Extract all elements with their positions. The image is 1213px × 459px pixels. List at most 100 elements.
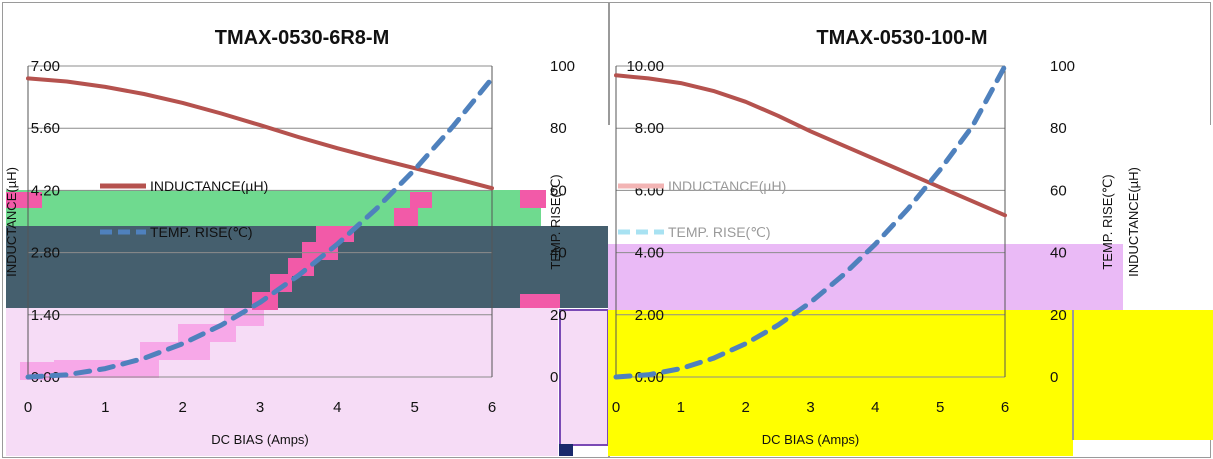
y-right-tick-label: 40: [550, 245, 567, 262]
inductance-point: [680, 82, 682, 84]
inductance-point: [972, 200, 974, 202]
legend-inductance-label: INDUCTANCE(µH): [150, 178, 268, 194]
y-right-tick-label: 80: [550, 120, 567, 137]
y-right-tick-label: 20: [1050, 307, 1067, 324]
x-tick-label: 0: [24, 399, 32, 416]
y-left-tick-label: 8.00: [635, 120, 664, 137]
y-left-tick-label: 4.20: [31, 182, 60, 199]
inductance-point: [337, 147, 339, 149]
chart-title: TMAX-0530-100-M: [816, 27, 987, 49]
x-axis-label: DC BIAS (Amps): [211, 432, 309, 447]
inductance-point: [143, 93, 145, 95]
pink-step-block: [224, 308, 264, 326]
chart-left: TMAX-0530-6R8-M7.005.604.202.801.400.001…: [4, 27, 575, 447]
chart-title: TMAX-0530-6R8-M: [215, 27, 389, 49]
x-tick-label: 4: [871, 399, 879, 416]
temp-rise-point: [777, 324, 779, 326]
x-axis-label: DC BIAS (Amps): [762, 432, 860, 447]
yellow-overlay-right: [1073, 310, 1213, 440]
pink-step-block: [288, 258, 314, 276]
legend-temp-rise-label: TEMP. RISE(℃): [668, 224, 771, 240]
pink-step-block: [410, 192, 432, 208]
y-right-tick-label: 100: [1050, 58, 1075, 75]
inductance-point: [745, 101, 747, 103]
y-left-tick-label: 2.80: [31, 245, 60, 262]
temp-rise-point: [939, 169, 941, 171]
pink-step-block: [270, 274, 292, 292]
x-tick-label: 2: [178, 399, 186, 416]
x-tick-label: 2: [741, 399, 749, 416]
pink-step-block: [6, 192, 42, 208]
chart-right: TMAX-0530-100-M10.008.006.004.002.000.00…: [612, 27, 1141, 447]
x-tick-label: 4: [333, 399, 341, 416]
legend-temp-rise-label: TEMP. RISE(℃): [150, 224, 253, 240]
y-left-tick-label: 7.00: [31, 58, 60, 75]
pink-overlay-small: [559, 309, 609, 446]
inductance-point: [842, 145, 844, 147]
inductance-point: [907, 172, 909, 174]
inductance-point: [298, 136, 300, 138]
x-tick-label: 1: [101, 399, 109, 416]
inductance-point: [777, 115, 779, 117]
inductance-line: [26, 76, 494, 191]
temp-rise-point: [680, 368, 682, 370]
inductance-point: [221, 113, 223, 115]
x-tick-label: 6: [1001, 399, 1009, 416]
temp-rise-point: [712, 358, 714, 360]
temp-rise-point: [143, 358, 145, 360]
y-left-tick-label: 1.40: [31, 307, 60, 324]
y-right-axis-label: TEMP. RISE(℃): [1100, 174, 1115, 269]
inductance-point: [259, 124, 261, 126]
temp-rise-point: [375, 208, 377, 210]
y-right-tick-label: 100: [550, 58, 575, 75]
temp-rise-point: [745, 343, 747, 345]
temp-rise-point: [221, 324, 223, 326]
y-left-axis-label: INDUCTANCE(µH): [1126, 167, 1141, 277]
inductance-point: [27, 78, 29, 80]
y-left-axis-label: INDUCTANCE(µH): [4, 167, 19, 277]
temp-rise-point: [453, 125, 455, 127]
temp-rise-point: [648, 374, 650, 376]
inductance-point: [648, 78, 650, 80]
x-tick-label: 3: [806, 399, 814, 416]
x-tick-label: 5: [936, 399, 944, 416]
inductance-point: [66, 81, 68, 83]
inductance-point: [453, 177, 455, 179]
y-right-tick-label: 60: [1050, 182, 1067, 199]
inductance-point: [1004, 214, 1006, 216]
yellow-overlay-band: [608, 310, 1073, 456]
inductance-line: [614, 73, 1007, 218]
dark-corner-block: [559, 444, 573, 456]
y-left-tick-label: 4.00: [635, 245, 664, 262]
inductance-point: [375, 158, 377, 160]
temp-rise-point: [259, 302, 261, 304]
temp-rise-point: [337, 243, 339, 245]
x-tick-label: 1: [677, 399, 685, 416]
x-tick-label: 0: [612, 399, 620, 416]
white-overlay-right: [1123, 125, 1213, 310]
y-right-tick-label: 40: [1050, 245, 1067, 262]
temp-rise-point: [972, 125, 974, 127]
temp-rise-point: [875, 243, 877, 245]
pink-overlay-band: [6, 308, 558, 456]
temp-rise-point: [105, 368, 107, 370]
temp-rise-point: [27, 376, 29, 378]
temp-rise-point: [1004, 65, 1006, 67]
y-right-axis-label: TEMP. RISE(℃): [548, 174, 563, 269]
inductance-point: [182, 102, 184, 104]
inductance-point: [875, 159, 877, 161]
inductance-point: [712, 90, 714, 92]
temp-rise-point: [907, 208, 909, 210]
temp-rise-point: [414, 169, 416, 171]
temp-rise-point: [298, 275, 300, 277]
y-right-tick-label: 20: [550, 307, 567, 324]
x-tick-label: 3: [256, 399, 264, 416]
y-left-tick-label: 2.00: [635, 307, 664, 324]
x-tick-label: 5: [410, 399, 418, 416]
pink-step-block: [316, 226, 354, 242]
y-right-tick-label: 0: [1050, 369, 1058, 386]
legend-inductance-label: INDUCTANCE(µH): [668, 178, 786, 194]
x-tick-label: 6: [488, 399, 496, 416]
